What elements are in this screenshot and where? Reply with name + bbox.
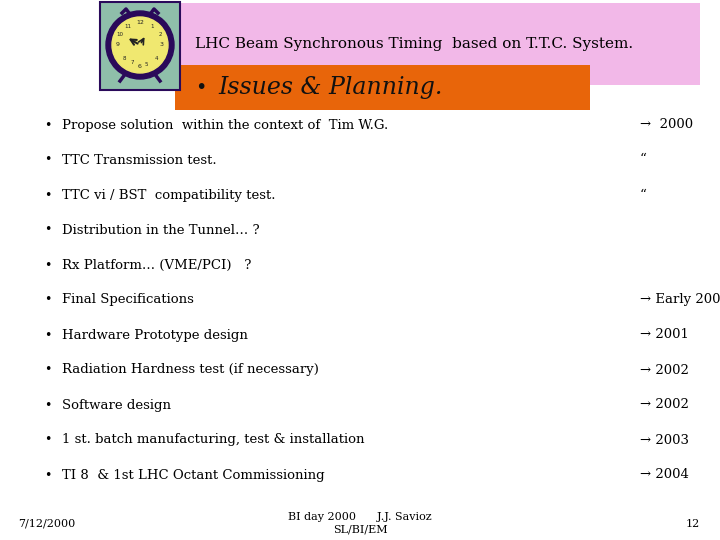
- Text: •: •: [45, 188, 52, 201]
- Text: 1: 1: [150, 24, 154, 30]
- Text: •: •: [45, 118, 52, 132]
- Text: TTC Transmission test.: TTC Transmission test.: [62, 153, 217, 166]
- Text: •: •: [45, 294, 52, 307]
- Text: 12: 12: [136, 21, 144, 25]
- Text: → 2003: → 2003: [640, 434, 689, 447]
- Text: 2: 2: [158, 32, 162, 37]
- Bar: [128, 3, 700, 85]
- Circle shape: [112, 17, 168, 73]
- Text: →  2000: → 2000: [640, 118, 693, 132]
- Text: 5: 5: [144, 63, 148, 68]
- Text: •: •: [45, 328, 52, 341]
- Text: Distribution in the Tunnel… ?: Distribution in the Tunnel… ?: [62, 224, 260, 237]
- Text: 9: 9: [116, 43, 120, 48]
- Text: 1 st. batch manufacturing, test & installation: 1 st. batch manufacturing, test & instal…: [62, 434, 364, 447]
- Text: → 2001: → 2001: [640, 328, 689, 341]
- Circle shape: [106, 11, 174, 79]
- Text: BI day 2000      J.J. Savioz: BI day 2000 J.J. Savioz: [288, 512, 432, 522]
- Text: 7: 7: [130, 60, 134, 65]
- Text: TTC vi / BST  compatibility test.: TTC vi / BST compatibility test.: [62, 188, 276, 201]
- Text: Issues & Planning.: Issues & Planning.: [218, 76, 442, 99]
- Text: 11: 11: [125, 24, 132, 30]
- Text: •: •: [195, 78, 207, 97]
- Bar: [175, 65, 590, 110]
- Text: 3: 3: [160, 43, 164, 48]
- Text: “: “: [640, 153, 647, 166]
- Text: 10: 10: [117, 32, 124, 37]
- Text: Final Specifications: Final Specifications: [62, 294, 194, 307]
- Text: SL/BI/EM: SL/BI/EM: [333, 524, 387, 534]
- Text: Propose solution  within the context of  Tim W.G.: Propose solution within the context of T…: [62, 118, 388, 132]
- Text: 7/12/2000: 7/12/2000: [18, 519, 76, 529]
- Text: •: •: [45, 363, 52, 376]
- Text: Software design: Software design: [62, 399, 171, 411]
- Text: LHC Beam Synchronous Timing  based on T.T.C. System.: LHC Beam Synchronous Timing based on T.T…: [195, 37, 633, 51]
- Text: 12: 12: [685, 519, 700, 529]
- Text: → 2002: → 2002: [640, 399, 689, 411]
- Text: 4: 4: [154, 57, 158, 62]
- Text: “: “: [640, 188, 647, 201]
- Text: •: •: [45, 153, 52, 166]
- Bar: [100, 2, 180, 90]
- Text: Hardware Prototype design: Hardware Prototype design: [62, 328, 248, 341]
- Text: TI 8  & 1st LHC Octant Commissioning: TI 8 & 1st LHC Octant Commissioning: [62, 469, 325, 482]
- Text: Radiation Hardness test (if necessary): Radiation Hardness test (if necessary): [62, 363, 319, 376]
- Text: 8: 8: [122, 57, 126, 62]
- Text: •: •: [45, 399, 52, 411]
- Text: •: •: [45, 434, 52, 447]
- Text: → 2002: → 2002: [640, 363, 689, 376]
- Text: → 2004: → 2004: [640, 469, 689, 482]
- Text: 6: 6: [138, 64, 142, 70]
- Text: → Early 2001: → Early 2001: [640, 294, 720, 307]
- Text: •: •: [45, 259, 52, 272]
- Text: •: •: [45, 469, 52, 482]
- Text: Rx Platform… (VME/PCI)   ?: Rx Platform… (VME/PCI) ?: [62, 259, 251, 272]
- Text: •: •: [45, 224, 52, 237]
